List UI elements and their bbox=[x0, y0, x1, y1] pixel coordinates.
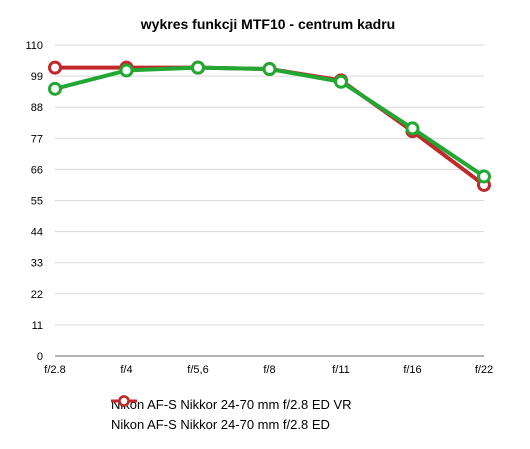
data-point bbox=[477, 169, 491, 184]
data-point bbox=[48, 81, 62, 96]
x-tick-label: f/4 bbox=[120, 364, 132, 376]
series-line bbox=[53, 65, 486, 179]
legend: Nikon AF-S Nikkor 24-70 mm f/2.8 ED VR N… bbox=[111, 394, 352, 434]
data-point bbox=[48, 60, 62, 75]
chart-title: wykres funkcji MTF10 - centrum kadru bbox=[140, 16, 395, 32]
y-tick-label: 77 bbox=[31, 133, 43, 145]
y-tick-label: 33 bbox=[31, 258, 43, 270]
y-tick-label: 66 bbox=[31, 164, 43, 176]
y-tick-label: 0 bbox=[37, 351, 43, 363]
y-tick-label: 11 bbox=[32, 320, 43, 332]
y-tick-label: 88 bbox=[31, 102, 43, 114]
series-0 bbox=[48, 60, 491, 192]
x-tick-label: f/5,6 bbox=[187, 364, 208, 376]
y-tick-label: 99 bbox=[31, 71, 43, 83]
data-point bbox=[262, 62, 277, 77]
grid-lines bbox=[55, 44, 484, 357]
data-point bbox=[334, 74, 348, 89]
legend-label-ed: Nikon AF-S Nikkor 24-70 mm f/2.8 ED bbox=[111, 416, 330, 432]
data-point bbox=[119, 63, 134, 78]
data-point bbox=[405, 121, 420, 136]
series-line bbox=[53, 65, 486, 187]
x-tick-label: f/16 bbox=[403, 364, 421, 376]
y-axis-ticks: 0 11 22 33 44 55 66 77 88 99 110 bbox=[25, 40, 43, 363]
data-point bbox=[191, 60, 205, 75]
x-axis-ticks: f/2.8 f/4 f/5,6 f/8 f/11 f/16 f/22 bbox=[44, 364, 493, 376]
series-1 bbox=[48, 60, 491, 184]
y-tick-label: 44 bbox=[31, 227, 43, 239]
x-tick-label: f/2.8 bbox=[44, 364, 65, 376]
legend-label-vr: Nikon AF-S Nikkor 24-70 mm f/2.8 ED VR bbox=[111, 396, 352, 412]
y-tick-label: 110 bbox=[25, 40, 43, 52]
x-tick-label: f/22 bbox=[475, 364, 493, 376]
legend-swatch-red bbox=[111, 395, 137, 407]
legend-item-vr: Nikon AF-S Nikkor 24-70 mm f/2.8 ED VR bbox=[111, 394, 352, 414]
y-tick-label: 22 bbox=[31, 289, 43, 301]
x-tick-label: f/8 bbox=[263, 364, 275, 376]
series-lines bbox=[48, 60, 491, 192]
x-tick-label: f/11 bbox=[332, 364, 350, 376]
y-tick-label: 55 bbox=[31, 196, 43, 208]
legend-item-ed: Nikon AF-S Nikkor 24-70 mm f/2.8 ED bbox=[111, 395, 352, 434]
